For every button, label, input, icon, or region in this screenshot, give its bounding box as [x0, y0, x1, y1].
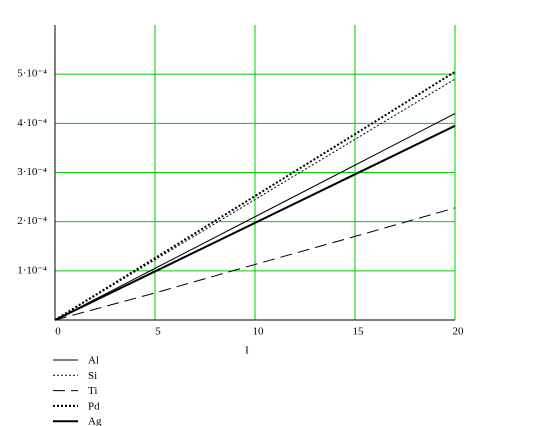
legend-label: Al — [88, 355, 99, 367]
x-tick-label: 15 — [353, 326, 365, 338]
legend-label: Pd — [88, 400, 100, 412]
x-tick-label: 5 — [155, 326, 161, 338]
x-axis-label: I — [245, 345, 249, 357]
y-tick-label: 4·10⁻⁴ — [17, 117, 47, 129]
y-tick-label: 3·10⁻⁴ — [17, 166, 47, 178]
y-tick-label: 1·10⁻⁴ — [17, 264, 47, 276]
y-tick-label: 2·10⁻⁴ — [17, 215, 47, 227]
series-line — [54, 207, 456, 321]
y-tick-label: 5·10⁻⁴ — [17, 68, 47, 80]
series-line — [54, 124, 456, 321]
series-line — [54, 113, 456, 321]
series-line — [54, 70, 456, 321]
x-tick-label: 10 — [253, 326, 265, 338]
legend-label: Ti — [88, 385, 97, 397]
x-tick-label: 20 — [453, 326, 465, 338]
legend-label: Si — [88, 370, 97, 382]
legend-label: Ag — [88, 416, 102, 426]
x-tick-label: 0 — [55, 326, 61, 338]
